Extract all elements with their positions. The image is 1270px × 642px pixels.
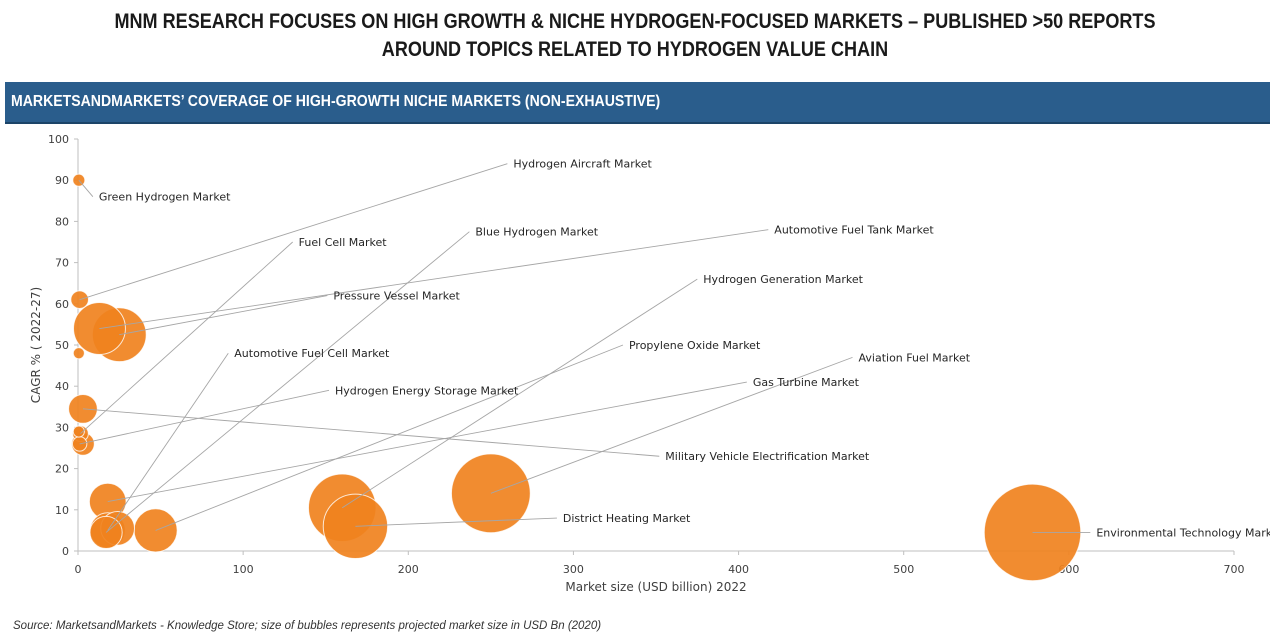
y-tick-label: 0 bbox=[62, 545, 69, 558]
page-title-line-2: AROUND TOPICS RELATED TO HYDROGEN VALUE … bbox=[381, 38, 889, 61]
automotive-fuel-cell-market-leader-line bbox=[107, 352, 229, 531]
x-tick-label: 0 bbox=[75, 563, 82, 576]
pressure-vessel-market-label: Pressure Vessel Market bbox=[333, 290, 460, 303]
section-banner: MARKETSANDMARKETS’ COVERAGE OF HIGH-GROW… bbox=[5, 82, 1270, 124]
military-vehicle-electrification-market-leader-line bbox=[82, 408, 660, 457]
unlabeled-bubble bbox=[72, 425, 85, 438]
automotive-fuel-tank-market-label: Automotive Fuel Tank Market bbox=[774, 224, 934, 237]
gas-turbine-market-label: Gas Turbine Market bbox=[753, 376, 860, 389]
district-heating-market-label: District Heating Market bbox=[563, 512, 691, 525]
hydrogen-energy-storage-market-leader-line bbox=[79, 389, 330, 445]
fuel-cell-market-leader-line bbox=[80, 241, 293, 434]
blue-hydrogen-market-label: Blue Hydrogen Market bbox=[475, 226, 598, 239]
y-tick-label: 60 bbox=[55, 298, 69, 311]
automotive-fuel-cell-market-label: Automotive Fuel Cell Market bbox=[234, 347, 390, 360]
y-tick-label: 50 bbox=[55, 339, 69, 352]
y-tick-label: 30 bbox=[55, 421, 69, 434]
hydrogen-generation-market-label: Hydrogen Generation Market bbox=[703, 273, 863, 286]
page-title-line-1: MNM RESEARCH FOCUSES ON HIGH GROWTH & NI… bbox=[114, 10, 1156, 33]
data-labels: Hydrogen Aircraft Market Green Hydrogen M… bbox=[99, 158, 1270, 540]
y-tick-label: 70 bbox=[55, 257, 69, 270]
leader-lines bbox=[78, 163, 1091, 533]
green-hydrogen-market-label: Green Hydrogen Market bbox=[99, 191, 231, 204]
y-axis-title: CAGR % ( 2022-27) bbox=[29, 287, 43, 403]
propylene-oxide-market-label: Propylene Oxide Market bbox=[629, 339, 761, 352]
x-tick-label: 300 bbox=[563, 563, 584, 576]
pressure-vessel-market-leader-line bbox=[119, 295, 328, 336]
automotive-fuel-tank-market-bubble bbox=[73, 302, 126, 355]
hydrogen-energy-storage-market-label: Hydrogen Energy Storage Market bbox=[335, 384, 519, 397]
district-heating-market-leader-line bbox=[355, 517, 557, 527]
hydrogen-generation-market-leader-line bbox=[341, 278, 698, 509]
gas-turbine-market-leader-line bbox=[107, 381, 747, 503]
y-tick-label: 80 bbox=[55, 215, 69, 228]
x-tick-label: 100 bbox=[233, 563, 254, 576]
fuel-cell-market-label: Fuel Cell Market bbox=[299, 236, 388, 249]
x-tick-label: 700 bbox=[1224, 563, 1245, 576]
x-tick-label: 200 bbox=[398, 563, 419, 576]
aviation-fuel-market-label: Aviation Fuel Market bbox=[859, 351, 971, 364]
propylene-oxide-market-leader-line bbox=[155, 344, 624, 531]
section-banner-text: MARKETSANDMARKETS’ COVERAGE OF HIGH-GROW… bbox=[11, 93, 661, 110]
source-note: Source: MarketsandMarkets - Knowledge St… bbox=[13, 620, 602, 632]
y-tick-label: 90 bbox=[55, 174, 69, 187]
y-tick-label: 40 bbox=[55, 380, 69, 393]
automotive-fuel-tank-market-leader-line bbox=[99, 229, 769, 329]
green-hydrogen-market-leader-line bbox=[78, 179, 94, 197]
x-tick-label: 400 bbox=[728, 563, 749, 576]
blue-hydrogen-market-bubble bbox=[89, 515, 123, 550]
page-title: MNM RESEARCH FOCUSES ON HIGH GROWTH & NI… bbox=[89, 8, 1181, 64]
military-vehicle-electrification-market-label: Military Vehicle Electrification Market bbox=[665, 450, 870, 463]
environmental-technology-market-label: Environmental Technology Market bbox=[1096, 526, 1270, 539]
aviation-fuel-market-leader-line bbox=[490, 356, 853, 494]
y-tick-label: 20 bbox=[55, 463, 69, 476]
y-tick-label: 100 bbox=[48, 133, 69, 146]
hydrogen-aircraft-market-leader-line bbox=[79, 163, 508, 301]
hydrogen-aircraft-market-label: Hydrogen Aircraft Market bbox=[513, 158, 652, 171]
propylene-oxide-market-bubble bbox=[133, 508, 178, 553]
y-tick-label: 10 bbox=[55, 504, 69, 517]
district-heating-market-bubble bbox=[322, 493, 389, 559]
blue-hydrogen-market-leader-line bbox=[105, 231, 470, 533]
x-tick-label: 500 bbox=[893, 563, 914, 576]
x-axis-title: Market size (USD billion) 2022 bbox=[565, 580, 746, 594]
unlabeled-bubble bbox=[72, 347, 85, 360]
